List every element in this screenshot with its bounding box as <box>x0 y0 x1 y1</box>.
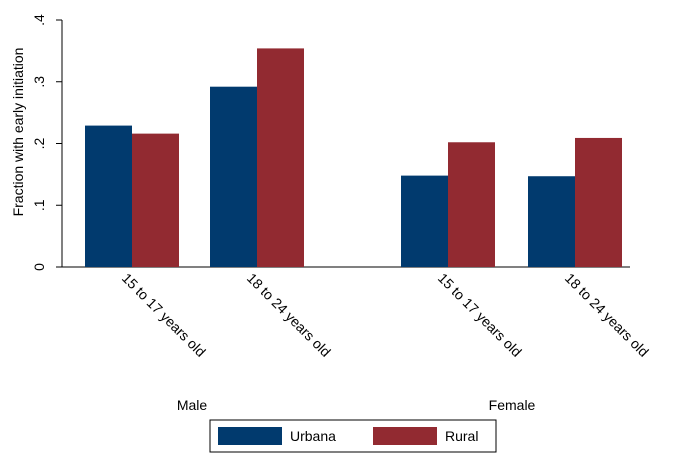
y-tick-label: .3 <box>31 76 47 88</box>
x-category-label: 15 to 17 years old <box>435 270 525 360</box>
legend-label-urbana: Urbana <box>290 428 336 444</box>
legend: Urbana Rural <box>209 419 497 453</box>
bar-rural-1 <box>257 48 304 267</box>
bar-urbana-1 <box>210 86 257 267</box>
y-tick-label: 0 <box>31 263 47 271</box>
legend-box <box>209 419 497 453</box>
bar-rural-0 <box>132 133 179 267</box>
legend-swatch-urbana <box>218 427 282 445</box>
bar-rural-3 <box>575 137 622 267</box>
x-group-label: Female <box>489 397 536 413</box>
y-axis-label: Fraction with early initiation <box>10 48 26 217</box>
bar-urbana-2 <box>401 175 448 267</box>
y-tick-label: .2 <box>31 137 47 149</box>
bar-urbana-3 <box>528 176 575 267</box>
x-group-label: Male <box>177 397 208 413</box>
bar-urbana-0 <box>85 125 132 267</box>
legend-swatch-rural <box>373 427 437 445</box>
y-tick-label: .4 <box>31 14 47 26</box>
x-category-label: 18 to 24 years old <box>562 270 652 360</box>
bar-rural-2 <box>448 142 495 267</box>
x-category-label: 18 to 24 years old <box>244 270 334 360</box>
plot-area: 0 .1 .2 .3 .4 15 to 17 years old 18 to 24 year… <box>31 14 652 413</box>
legend-label-rural: Rural <box>445 428 478 444</box>
y-tick-label: .1 <box>31 199 47 211</box>
x-category-label: 15 to 17 years old <box>119 270 209 360</box>
